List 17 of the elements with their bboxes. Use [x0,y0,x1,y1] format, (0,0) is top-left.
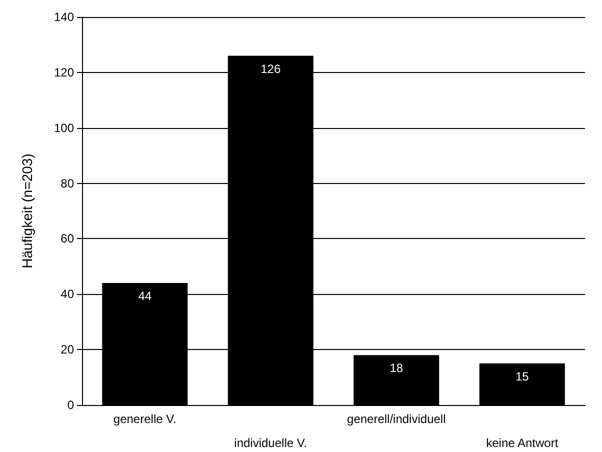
x-tick-label: keine Antwort [486,436,559,450]
x-tick-label: generell/individuell [347,412,446,426]
y-tick-label: 120 [54,65,74,80]
y-axis-title: Häufigkeit (n=203) [19,154,35,268]
data-label: 18 [390,361,404,376]
y-tick-label: 0 [67,398,74,412]
y-tick-label: 60 [60,232,74,246]
y-tick-label: 20 [60,342,74,357]
data-label: 126 [260,62,281,76]
y-tick-label: 40 [60,287,74,302]
y-tick-label: 100 [54,120,74,135]
x-tick-label: generelle V. [113,412,176,426]
x-tick-label: individuelle V. [234,436,308,450]
data-label: 15 [515,369,530,384]
y-tick-label: 80 [60,176,74,190]
data-label: 44 [138,289,152,304]
y-tick-label: 140 [54,10,74,24]
